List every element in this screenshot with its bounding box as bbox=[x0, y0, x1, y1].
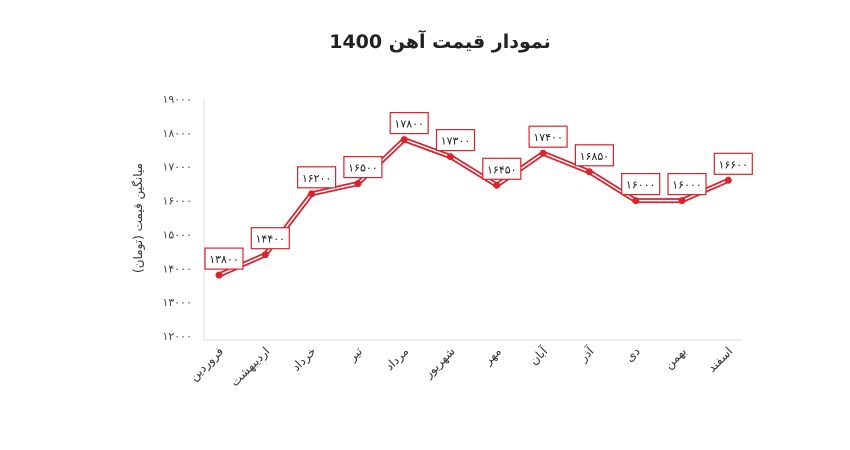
data-label: ۱۷۴۰۰ bbox=[528, 125, 568, 148]
data-label-text: ۱۷۳۰۰ bbox=[441, 135, 471, 148]
y-tick-label: ۱۴۰۰۰ bbox=[162, 262, 192, 275]
x-tick-label: شهریور bbox=[420, 344, 458, 382]
y-tick-label: ۱۲۰۰۰ bbox=[162, 330, 192, 343]
data-label-text: ۱۷۴۰۰ bbox=[533, 131, 563, 144]
chart-title: نمودار قیمت آهن 1400 bbox=[329, 29, 551, 53]
data-point bbox=[678, 197, 686, 205]
data-label-text: ۱۴۴۰۰ bbox=[256, 233, 286, 246]
y-tick-label: ۱۷۰۰۰ bbox=[162, 161, 192, 174]
y-tick-label: ۱۸۰۰۰ bbox=[162, 127, 192, 140]
x-tick-label: خرداد bbox=[289, 344, 319, 374]
data-label-text: ۱۶۸۵۰ bbox=[580, 150, 610, 163]
data-label: ۱۶۲۰۰ bbox=[297, 166, 337, 189]
data-label: ۱۷۳۰۰ bbox=[435, 129, 476, 152]
data-label-box bbox=[297, 166, 337, 189]
data-label-text: ۱۳۸۰۰ bbox=[209, 253, 239, 266]
data-point bbox=[261, 251, 269, 259]
data-label: ۱۶۶۰۰ bbox=[713, 152, 753, 175]
data-label: ۱۶۵۰۰ bbox=[343, 156, 383, 179]
y-tick-label: ۱۳۰۰۰ bbox=[162, 296, 192, 309]
data-point bbox=[447, 153, 454, 161]
data-label-text: ۱۶۰۰۰ bbox=[626, 179, 656, 192]
data-point bbox=[585, 168, 593, 176]
y-tick-label: ۱۹۰۰۰ bbox=[162, 93, 192, 106]
x-tick-label: آذر bbox=[575, 343, 598, 366]
data-label: ۱۴۴۰۰ bbox=[250, 227, 290, 250]
y-tick-label: ۱۶۰۰۰ bbox=[162, 195, 192, 208]
data-point bbox=[308, 190, 316, 198]
data-label-box bbox=[482, 157, 522, 180]
y-tick-label: ۱۵۰۰۰ bbox=[162, 228, 192, 241]
data-label-box bbox=[574, 144, 615, 167]
x-tick-label: دی bbox=[622, 344, 642, 364]
data-point bbox=[493, 181, 501, 189]
x-tick-label: مرداد bbox=[382, 344, 412, 374]
data-label-box bbox=[713, 152, 753, 175]
data-label: ۱۳۸۰۰ bbox=[204, 247, 244, 270]
x-tick-label: اردیبهشت bbox=[228, 344, 274, 390]
data-label-text: ۱۶۲۰۰ bbox=[302, 172, 332, 185]
x-tick-label: مهر bbox=[480, 344, 504, 368]
data-label: ۱۶۴۵۰ bbox=[482, 157, 522, 180]
data-label-text: ۱۶۴۵۰ bbox=[487, 163, 517, 176]
data-point bbox=[215, 271, 223, 279]
data-label-text: ۱۶۵۰۰ bbox=[348, 162, 378, 175]
data-label: ۱۶۸۵۰ bbox=[574, 144, 615, 167]
data-label: ۱۶۰۰۰ bbox=[667, 173, 707, 196]
x-tick-label: تیر bbox=[345, 344, 366, 365]
data-point bbox=[400, 136, 408, 144]
data-label-box bbox=[621, 173, 661, 196]
x-tick-label: فروردین bbox=[187, 344, 227, 384]
x-tick-label: بهمن bbox=[662, 344, 690, 372]
data-label-box bbox=[250, 227, 290, 250]
series-line bbox=[216, 137, 731, 278]
data-label-text: ۱۶۶۰۰ bbox=[719, 158, 749, 171]
data-label-box bbox=[343, 156, 383, 179]
data-label-text: ۱۷۸۰۰ bbox=[394, 118, 424, 131]
data-label-box bbox=[667, 173, 707, 196]
data-label-box bbox=[528, 125, 568, 148]
x-tick-label: اسفند bbox=[705, 344, 736, 375]
data-label: ۱۶۰۰۰ bbox=[621, 173, 661, 196]
series-line-group bbox=[216, 137, 731, 278]
data-labels: ۱۳۸۰۰ ۱۴۴۰۰ ۱۶۲۰۰ ۱۶۵۰۰ ۱۷۸۰۰ ۱۷۳۰۰ ۱۶۴۵۰ ۱۷۴۰۰… bbox=[204, 111, 753, 270]
data-label-text: ۱۶۰۰۰ bbox=[672, 179, 702, 192]
data-label-box bbox=[435, 129, 476, 152]
y-axis-label: میانگین قیمت (تومان) bbox=[131, 163, 146, 273]
x-tick-labels: فروردین اردیبهشت خرداد تیر مرداد شهریور مهر آبا… bbox=[187, 343, 736, 390]
x-tick-label: آبان bbox=[526, 343, 551, 368]
data-point bbox=[724, 176, 732, 184]
data-point bbox=[354, 180, 362, 188]
data-label-box bbox=[204, 247, 244, 270]
series-line-inner bbox=[218, 138, 730, 276]
y-tick-labels: ۱۲۰۰۰ ۱۳۰۰۰ ۱۴۰۰۰ ۱۵۰۰۰ ۱۶۰۰۰ ۱۷۰۰۰ ۱۸۰۰۰ ۱۹۰۰۰ bbox=[162, 93, 192, 343]
data-label: ۱۷۸۰۰ bbox=[389, 111, 429, 135]
data-point bbox=[632, 197, 640, 205]
data-label-box bbox=[389, 111, 429, 135]
data-points bbox=[215, 136, 732, 279]
data-point bbox=[539, 149, 547, 157]
